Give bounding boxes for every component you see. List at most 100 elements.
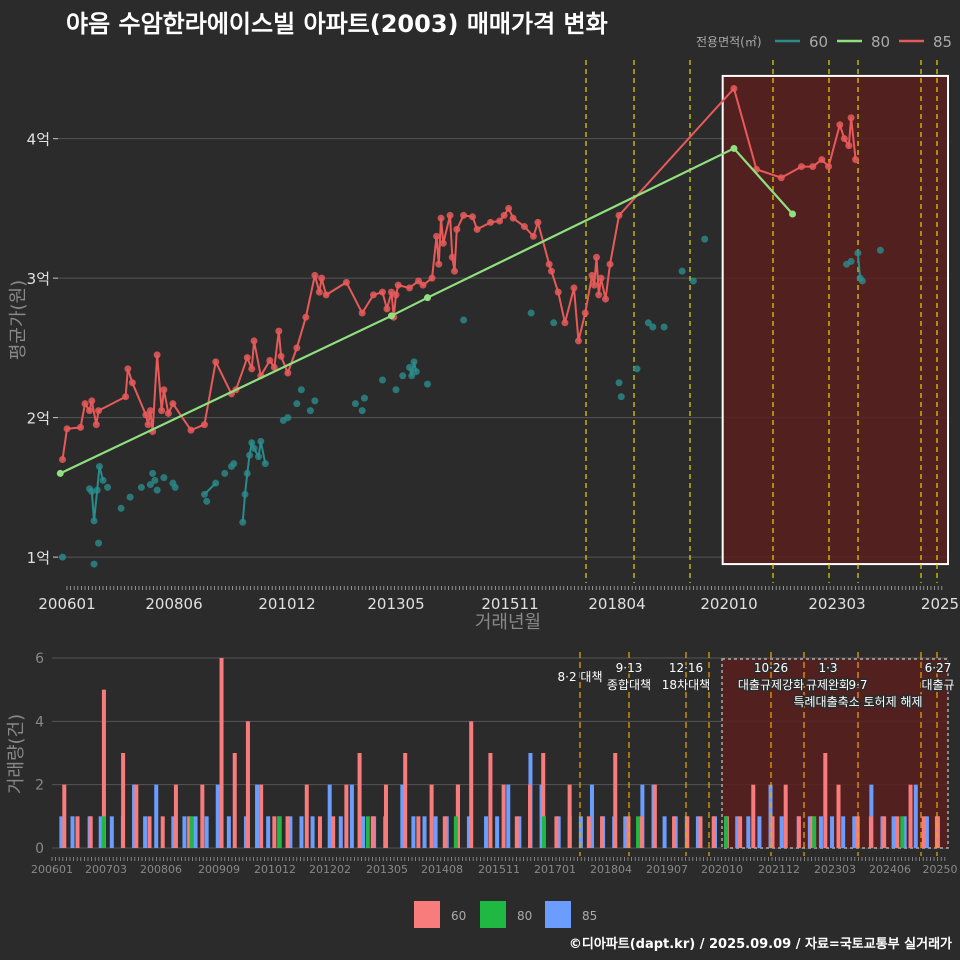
series-85-point (574, 337, 582, 345)
series-85-point (561, 319, 569, 327)
x-tick-label: 2025 (921, 595, 959, 613)
series-60-point (351, 400, 359, 408)
bar-60 (554, 816, 559, 848)
bar-85 (578, 816, 583, 848)
bar-85 (182, 816, 187, 848)
series-60-point (200, 490, 208, 498)
bar-x-tick-label: 202112 (758, 863, 800, 876)
series-80-point (424, 294, 432, 302)
bar-60 (134, 784, 139, 848)
bar-60 (416, 816, 421, 848)
series-85-point (469, 213, 477, 221)
series-60-point (615, 379, 623, 387)
series-60-point (90, 560, 98, 568)
bar-y-tick-label: 2 (35, 778, 44, 794)
bar-60 (304, 784, 309, 848)
series-60-point (306, 407, 314, 415)
x-axis-label: 거래년월 (475, 612, 541, 633)
bar-60 (541, 753, 546, 848)
bar-85 (757, 816, 762, 848)
bar-legend-swatch (480, 901, 506, 928)
series-85-point (158, 407, 166, 415)
series-60-point (250, 444, 258, 452)
series-85-point (448, 253, 456, 261)
series-60-point (230, 460, 238, 468)
bar-legend-label: 60 (451, 909, 466, 923)
series-85-point (453, 225, 461, 233)
series-85-point (322, 291, 330, 299)
series-85-point (124, 365, 132, 373)
bar-60 (383, 784, 388, 848)
series-85-point (730, 84, 738, 92)
bar-80 (724, 816, 729, 848)
bar-85 (226, 816, 231, 848)
legend-label: 85 (933, 33, 952, 51)
bar-60 (567, 784, 572, 848)
bar-85 (433, 816, 438, 848)
series-85-point (212, 358, 220, 366)
policy-annotation: 6·27 (925, 661, 952, 675)
bar-85 (818, 816, 823, 848)
bar-60 (514, 816, 519, 848)
x-tick-label: 200601 (38, 595, 95, 613)
bar-legend-label: 80 (517, 909, 532, 923)
y-axis-label: 평균가(원) (8, 280, 29, 360)
bar-60 (75, 816, 80, 848)
x-tick-label: 201012 (258, 595, 315, 613)
bar-x-tick-label: 201305 (366, 863, 408, 876)
bar-x-tick-label: 201012 (254, 863, 296, 876)
series-85-point (318, 274, 326, 282)
series-60-point (410, 358, 418, 366)
bar-y-tick-label: 0 (35, 841, 44, 857)
series-85-point (270, 363, 278, 371)
policy-annotation: 대출규 (921, 678, 954, 692)
series-85-point (187, 426, 195, 434)
series-60-point (212, 479, 220, 487)
x-tick-label: 200806 (145, 595, 202, 613)
series-85-point (606, 260, 614, 268)
series-85-point (825, 163, 833, 171)
series-60-point (117, 504, 125, 512)
series-60-point (239, 518, 247, 526)
bar-x-tick-label: 200601 (31, 863, 73, 876)
series-85-point (122, 393, 130, 401)
bar-85 (299, 816, 304, 848)
bar-80 (541, 816, 546, 848)
series-85-point (378, 288, 386, 296)
series-85-point (818, 156, 826, 164)
series-60-point (689, 277, 697, 285)
bar-80 (101, 816, 106, 848)
series-85-point (88, 397, 96, 405)
series-80-point (56, 469, 64, 477)
series-85-point (451, 267, 459, 275)
bar-85 (215, 784, 220, 848)
bar-85 (288, 816, 293, 848)
bar-60 (501, 784, 506, 848)
series-60-point (311, 397, 319, 405)
series-85-point (460, 211, 468, 219)
policy-annotation: 대출규제강화 (738, 678, 804, 692)
series-60-point (854, 249, 862, 257)
series-85-point (509, 214, 517, 222)
bar-60 (285, 816, 290, 848)
series-85-point (615, 211, 623, 219)
bar-x-tick-label: 201408 (421, 863, 463, 876)
series-85-point (358, 309, 366, 317)
y-tick-label: 1억 (27, 549, 50, 567)
bar-85 (807, 816, 812, 848)
series-60-point (633, 365, 641, 373)
bar-60 (370, 816, 375, 848)
bar-85 (255, 784, 260, 848)
bar-60 (357, 753, 362, 848)
series-85-point (534, 218, 542, 226)
series-85-point (200, 421, 208, 429)
series-85-point (293, 344, 301, 352)
bar-60 (823, 753, 828, 848)
series-85-point (153, 351, 161, 359)
bar-60 (442, 816, 447, 848)
bar-85 (902, 816, 907, 848)
series-60-point (153, 486, 161, 494)
series-85-point (415, 277, 423, 285)
series-60-point (255, 453, 263, 461)
